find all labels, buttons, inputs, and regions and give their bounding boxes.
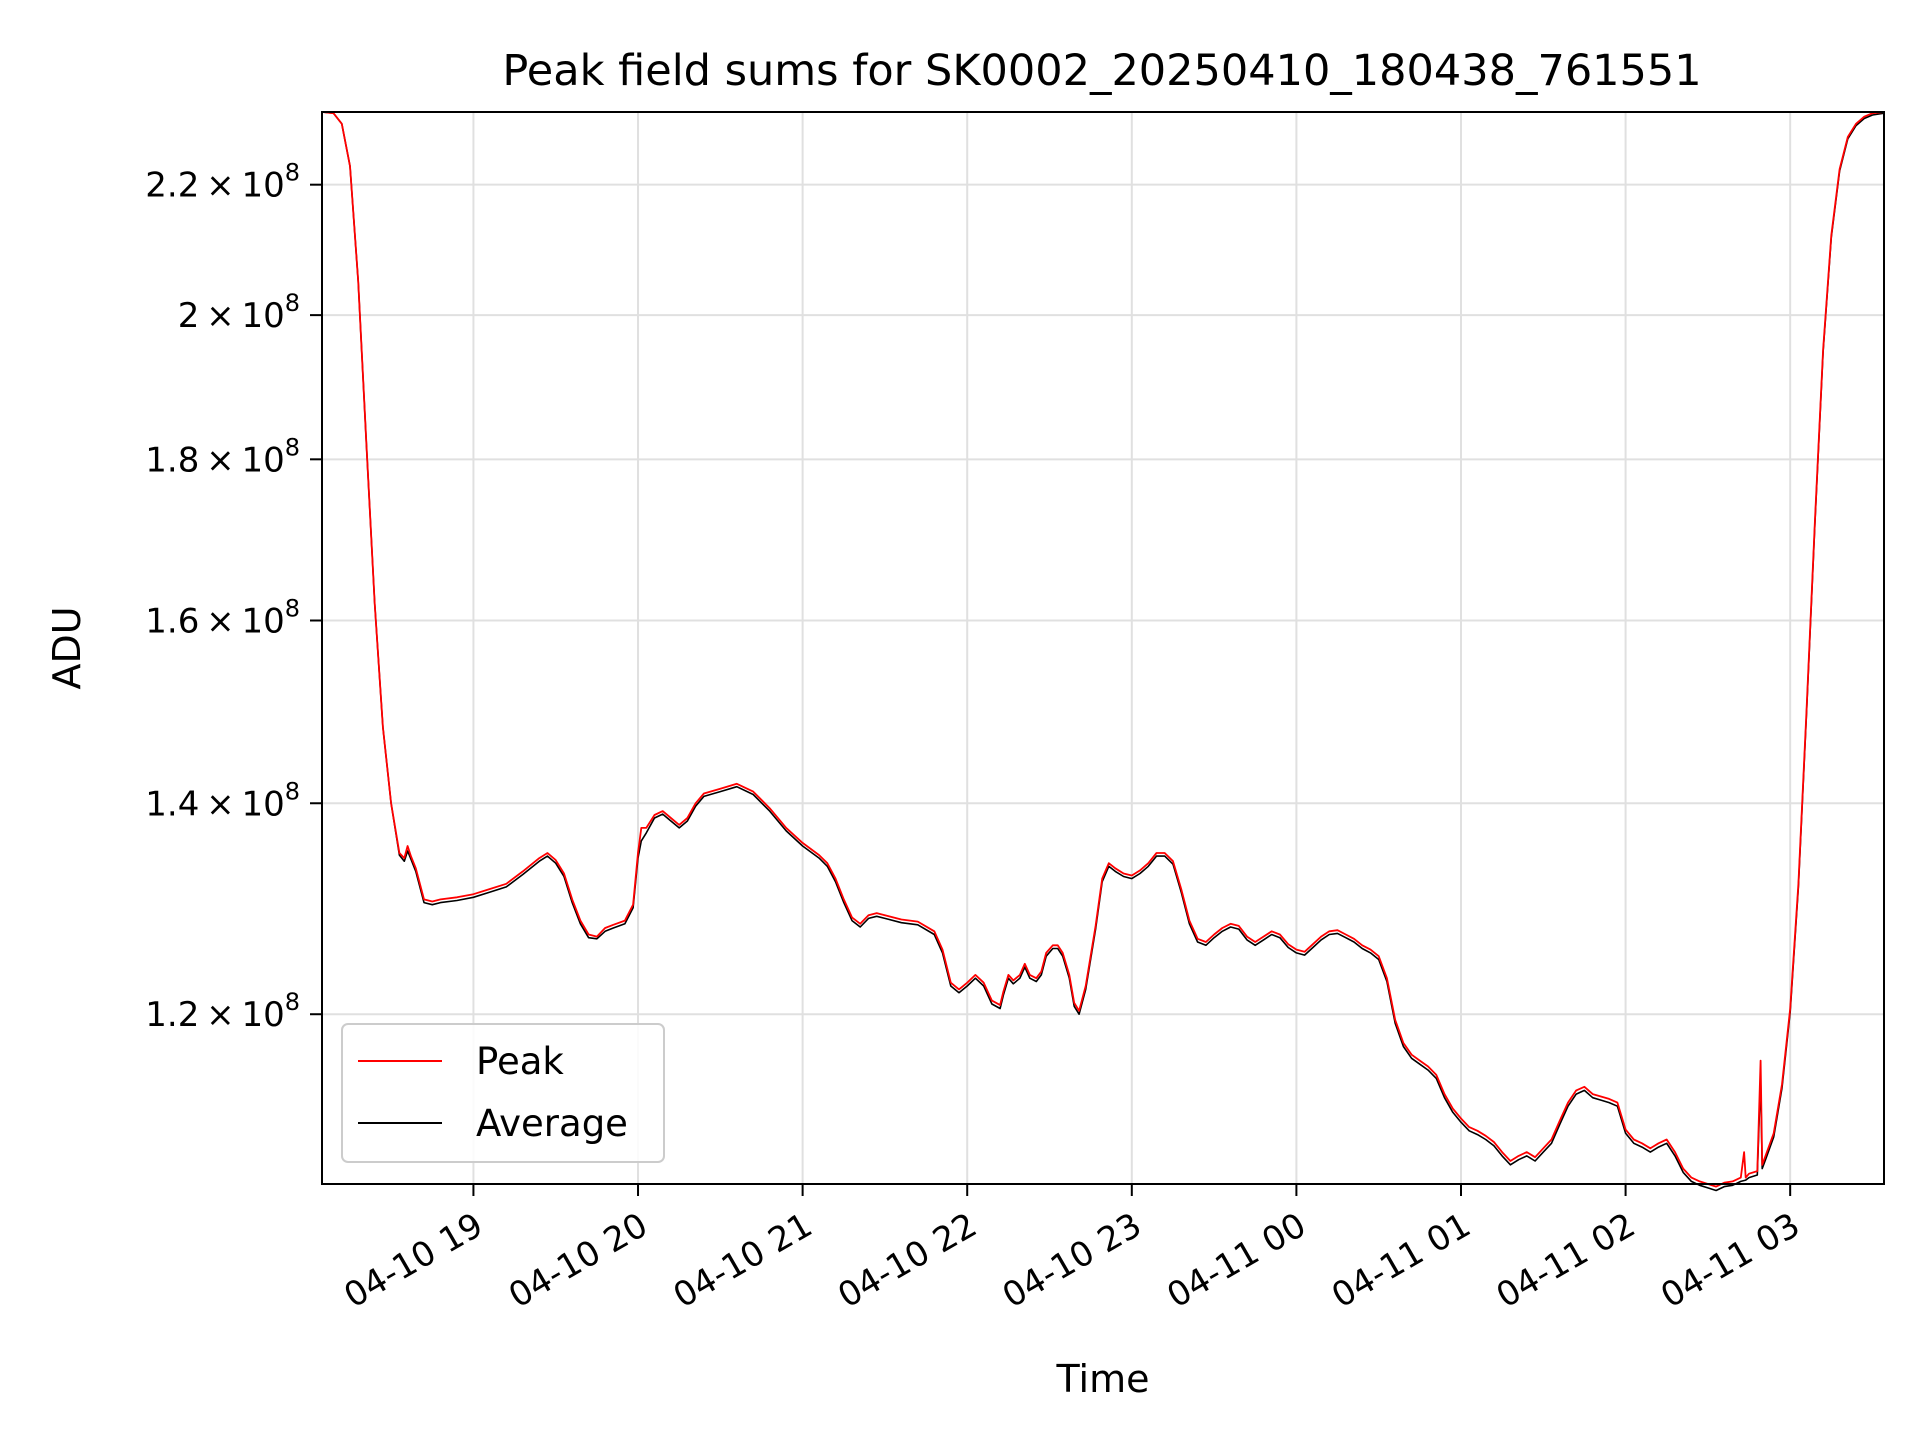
- y-tick-exponent: 8: [285, 595, 300, 623]
- y-tick-exponent: 8: [285, 433, 300, 461]
- y-tick-times-sign: × 10: [199, 440, 284, 480]
- y-tick-times-sign: × 10: [199, 784, 284, 824]
- series-layer: [321, 111, 1885, 1192]
- y-tick-label: 1.4 × 108: [145, 777, 300, 824]
- legend-box: [341, 1023, 665, 1163]
- legend-label-average: Average: [476, 1102, 628, 1145]
- plot-frame: [321, 111, 1885, 1185]
- series-line-average: [321, 111, 1885, 1192]
- y-tick-label: 1.6 × 108: [145, 595, 300, 642]
- y-tick-exponent: 8: [285, 159, 300, 187]
- y-tick-label: 1.8 × 108: [145, 433, 300, 480]
- y-tick-mantissa: 1.8: [145, 440, 199, 480]
- grid: [322, 112, 1884, 1184]
- y-tick-mantissa: 1.2: [145, 995, 199, 1035]
- y-tick-mantissa: 1.6: [145, 602, 199, 642]
- legend-label-peak: Peak: [476, 1040, 564, 1083]
- y-tick-label: 2 × 108: [178, 289, 300, 336]
- y-tick-label: 2.2 × 108: [145, 159, 300, 206]
- x-axis-label: Time: [1056, 1357, 1150, 1401]
- chart-title: Peak field sums for SK0002_20250410_1804…: [502, 46, 1701, 96]
- y-axis-label: ADU: [45, 606, 89, 689]
- legend: Peak Average: [341, 1023, 665, 1163]
- y-tick-exponent: 8: [285, 777, 300, 805]
- y-tick-mantissa: 2.2: [145, 166, 199, 206]
- series-line-peak: [321, 111, 1885, 1188]
- y-tick-mantissa: 2: [178, 296, 200, 336]
- y-tick-exponent: 8: [285, 988, 300, 1016]
- y-tick-times-sign: × 10: [199, 296, 284, 336]
- y-tick-times-sign: × 10: [199, 602, 284, 642]
- y-tick-label: 1.2 × 108: [145, 988, 300, 1035]
- y-tick-mantissa: 1.4: [145, 784, 199, 824]
- y-tick-times-sign: × 10: [199, 995, 284, 1035]
- y-tick-times-sign: × 10: [199, 166, 284, 206]
- y-tick-exponent: 8: [285, 289, 300, 317]
